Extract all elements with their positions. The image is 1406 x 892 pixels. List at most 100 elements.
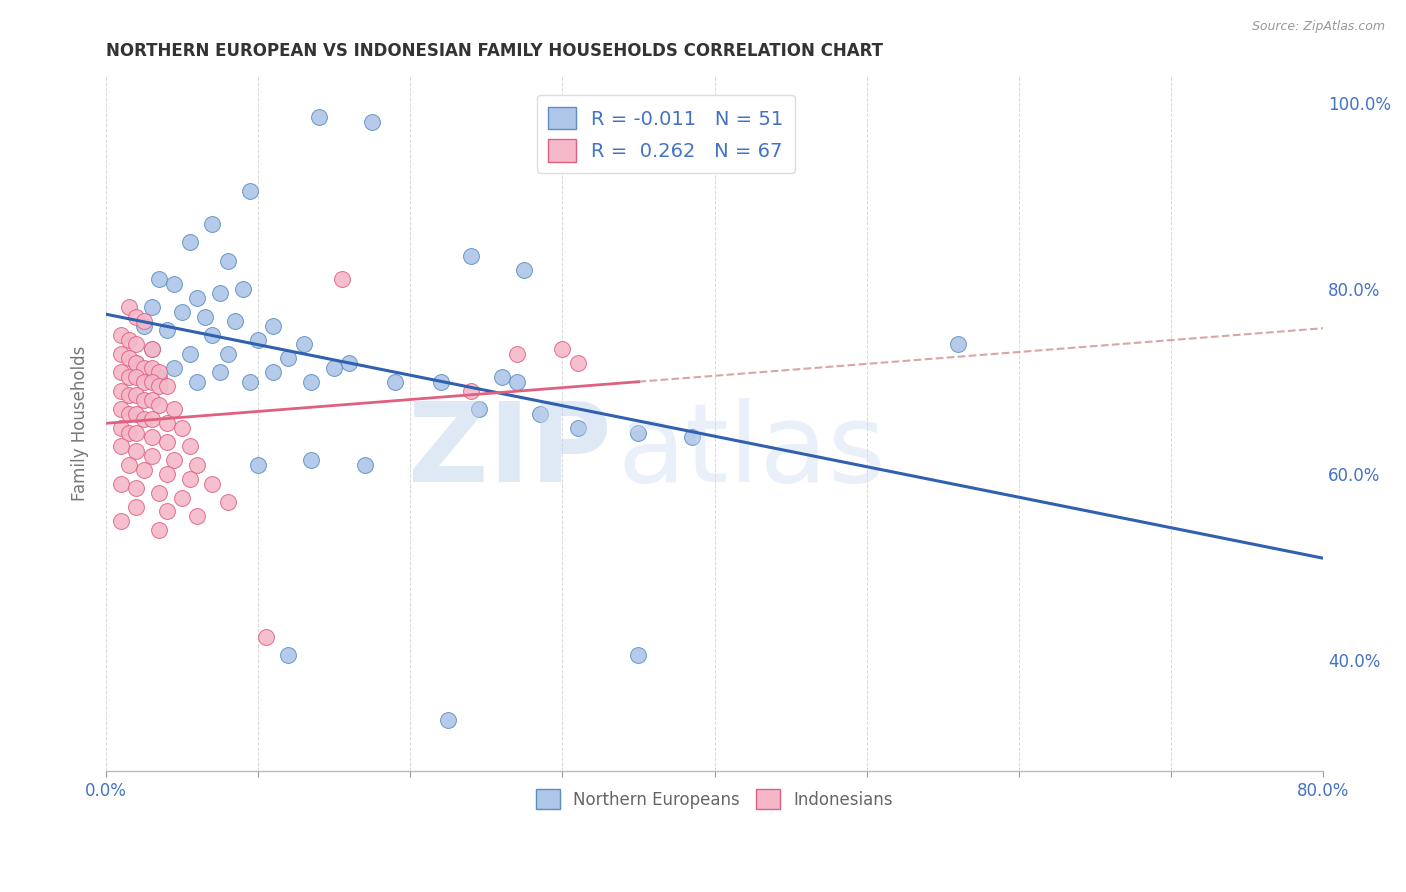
Point [148, 523, 170, 537]
Point [148, 398, 170, 412]
Point [156, 379, 179, 393]
Point [627, 648, 650, 663]
Point [110, 421, 132, 435]
Point [141, 375, 163, 389]
Point [156, 434, 179, 449]
Point [141, 342, 163, 356]
Point [201, 476, 224, 491]
Point [118, 370, 141, 384]
Point [163, 453, 186, 467]
Point [132, 411, 155, 425]
Point [292, 337, 315, 351]
Point [467, 402, 489, 417]
Point [567, 356, 589, 370]
Point [125, 388, 148, 402]
Point [148, 272, 170, 286]
Point [125, 337, 148, 351]
Point [141, 342, 163, 356]
Text: Source: ZipAtlas.com: Source: ZipAtlas.com [1251, 20, 1385, 33]
Point [132, 463, 155, 477]
Point [186, 458, 208, 472]
Point [179, 235, 201, 250]
Point [118, 388, 141, 402]
Point [186, 291, 208, 305]
Point [627, 425, 650, 440]
Point [239, 184, 262, 198]
Point [132, 393, 155, 408]
Point [125, 356, 148, 370]
Point [384, 375, 406, 389]
Point [163, 277, 186, 291]
Point [353, 458, 375, 472]
Point [110, 384, 132, 398]
Point [217, 495, 239, 509]
Point [163, 402, 186, 417]
Point [141, 393, 163, 408]
Point [141, 300, 163, 314]
Point [125, 310, 148, 324]
Point [110, 476, 132, 491]
Point [110, 440, 132, 454]
Point [254, 630, 277, 644]
Point [132, 375, 155, 389]
Point [217, 253, 239, 268]
Text: NORTHERN EUROPEAN VS INDONESIAN FAMILY HOUSEHOLDS CORRELATION CHART: NORTHERN EUROPEAN VS INDONESIAN FAMILY H… [105, 42, 883, 60]
Point [141, 430, 163, 444]
Point [148, 379, 170, 393]
Point [429, 375, 451, 389]
Point [308, 110, 330, 124]
Point [132, 314, 155, 328]
Point [551, 342, 574, 356]
Point [156, 323, 179, 337]
Point [506, 346, 529, 360]
Point [125, 370, 148, 384]
Point [567, 421, 589, 435]
Point [247, 458, 270, 472]
Point [125, 407, 148, 421]
Point [163, 360, 186, 375]
Point [247, 333, 270, 347]
Point [946, 337, 969, 351]
Point [170, 305, 193, 319]
Point [224, 314, 246, 328]
Point [141, 449, 163, 463]
Point [179, 440, 201, 454]
Y-axis label: Family Households: Family Households [72, 345, 89, 501]
Point [330, 272, 353, 286]
Point [141, 411, 163, 425]
Point [118, 425, 141, 440]
Point [239, 375, 262, 389]
Point [110, 365, 132, 379]
Point [125, 500, 148, 514]
Point [277, 351, 299, 366]
Point [361, 114, 384, 128]
Point [110, 346, 132, 360]
Point [179, 472, 201, 486]
Point [491, 370, 513, 384]
Point [118, 333, 141, 347]
Point [118, 407, 141, 421]
Point [125, 425, 148, 440]
Point [132, 360, 155, 375]
Point [208, 365, 231, 379]
Point [201, 217, 224, 231]
Point [232, 282, 254, 296]
Point [125, 356, 148, 370]
Point [148, 365, 170, 379]
Point [170, 491, 193, 505]
Point [141, 360, 163, 375]
Text: ZIP: ZIP [408, 398, 612, 505]
Point [217, 346, 239, 360]
Point [299, 453, 322, 467]
Point [110, 402, 132, 417]
Point [118, 458, 141, 472]
Point [179, 346, 201, 360]
Point [208, 286, 231, 301]
Point [277, 648, 299, 663]
Point [110, 328, 132, 343]
Point [156, 504, 179, 518]
Point [125, 444, 148, 458]
Point [323, 360, 346, 375]
Point [148, 486, 170, 500]
Point [506, 375, 529, 389]
